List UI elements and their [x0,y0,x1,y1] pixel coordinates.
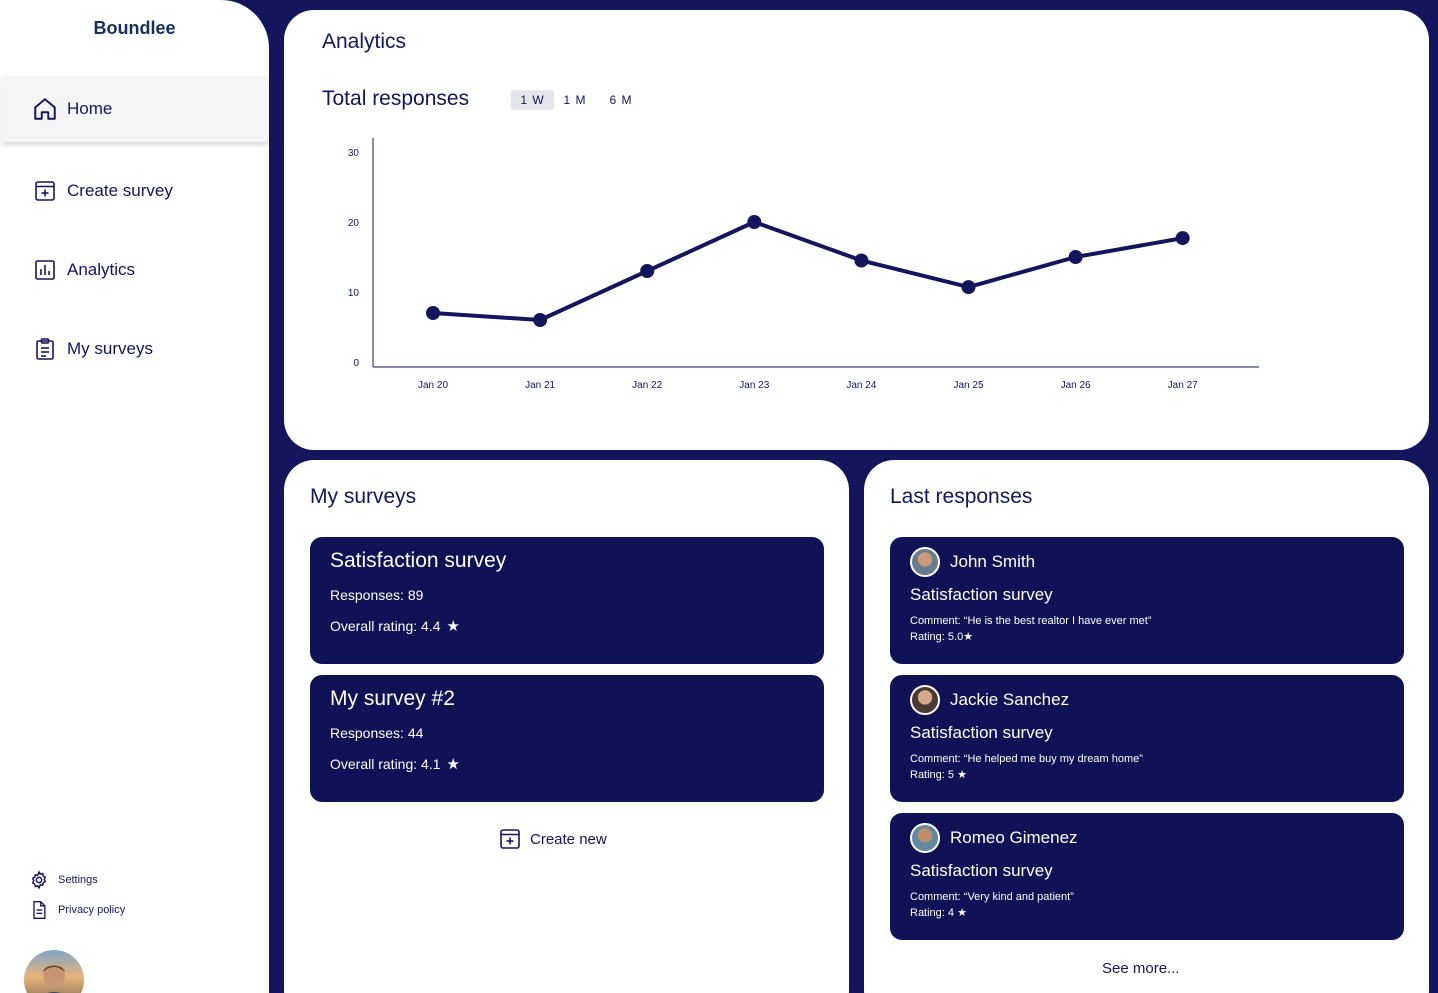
survey-item[interactable]: Satisfaction survey Responses: 89 Overal… [310,537,824,664]
x-tick-label: Jan 25 [953,380,983,391]
create-survey-icon [32,178,58,204]
survey-responses: Responses: 89 [330,587,424,603]
x-tick-label: Jan 20 [418,380,448,391]
see-more-link[interactable]: See more... [1102,960,1180,977]
response-comment: Comment: “He is the best realtor I have … [910,615,1152,627]
range-6m-button[interactable]: 6 M [609,93,633,107]
data-point [533,313,548,327]
my-surveys-title: My surveys [310,485,417,508]
data-point [640,264,655,278]
respondent-name: John Smith [950,552,1036,571]
survey-rating: Overall rating: 4.1 [330,756,441,772]
settings-link[interactable]: Settings [28,869,98,891]
nav-item-my-surveys[interactable]: My surveys [2,316,268,382]
nav-item-home[interactable]: Home [2,76,268,142]
response-comment: Comment: “He helped me buy my dream home… [910,753,1143,765]
privacy-policy-link[interactable]: Privacy policy [28,899,125,921]
response-rating: Rating: 4 [910,907,955,919]
response-item[interactable]: John Smith Satisfaction survey Comment: … [890,537,1404,664]
line-chart: 0 10 20 30 Jan 20 Jan 21 Jan 22 Jan 23 Jan 24 Jan… [348,138,1259,391]
survey-rating: Overall rating: 4.4 [330,618,441,634]
last-responses-title: Last responses [890,485,1033,508]
nav-label-create-survey: Create survey [67,181,173,200]
nav-label-home: Home [67,99,113,118]
document-icon [28,899,50,921]
last-responses-card: Last responses John Smith Satisfaction s… [864,460,1429,993]
response-comment: Comment: “Very kind and patient” [910,891,1074,903]
gear-icon [28,869,50,891]
x-tick-label: Jan 22 [632,380,662,391]
avatar [910,685,940,715]
survey-item[interactable]: My survey #2 Responses: 44 Overall ratin… [310,675,824,802]
nav-item-create-survey[interactable]: Create survey [2,158,268,224]
y-tick-label: 10 [348,288,360,299]
survey-name: Satisfaction survey [330,549,507,572]
avatar [910,823,940,853]
data-point [1175,231,1190,246]
create-new-button[interactable]: Create new [498,827,607,851]
y-tick-label: 0 [353,358,359,369]
analytics-card: Analytics Total responses 1 W 1 M 6 M 0 1… [284,10,1429,450]
response-item[interactable]: Jackie Sanchez Satisfaction survey Comme… [890,675,1404,802]
respondent-name: Jackie Sanchez [950,690,1070,709]
home-icon [32,96,58,122]
avatar [910,547,940,577]
star-icon: ★ [446,618,460,635]
nav-label-my-surveys: My surveys [67,339,153,358]
response-survey: Satisfaction survey [910,585,1053,604]
range-1w-button[interactable]: 1 W [511,90,554,110]
settings-label: Settings [58,874,98,886]
data-point [426,306,440,320]
chart-title: Total responses [322,87,470,110]
data-point [961,280,976,295]
brand-logo[interactable]: Boundlee [93,18,176,38]
sidebar: Boundlee Home Create survey Analytics My… [0,0,269,993]
x-tick-label: Jan 27 [1168,380,1198,391]
create-survey-icon [498,827,522,851]
x-tick-label: Jan 21 [525,380,555,391]
star-icon: ★ [963,631,974,643]
privacy-label: Privacy policy [58,904,126,916]
analytics-title: Analytics [322,30,407,53]
star-icon: ★ [446,756,460,773]
x-tick-label: Jan 26 [1061,380,1091,391]
response-survey: Satisfaction survey [910,861,1053,880]
response-rating: Rating: 5.0 [910,631,964,643]
data-point [1068,250,1083,264]
data-point [854,253,869,268]
create-new-label: Create new [530,830,607,848]
clipboard-icon [32,336,58,362]
response-survey: Satisfaction survey [910,723,1053,742]
series-line [432,220,1184,322]
my-surveys-card: My surveys Satisfaction survey Responses… [284,460,849,993]
nav-item-analytics[interactable]: Analytics [2,237,268,303]
response-rating: Rating: 5 [910,769,955,781]
respondent-name: Romeo Gimenez [950,828,1078,847]
star-icon: ★ [957,769,967,781]
star-icon: ★ [957,907,967,919]
analytics-icon [32,257,58,283]
survey-name: My survey #2 [330,687,455,710]
survey-responses: Responses: 44 [330,725,424,741]
user-avatar[interactable] [24,950,84,993]
x-tick-label: Jan 24 [846,380,876,391]
y-tick-label: 20 [348,218,360,229]
x-tick-label: Jan 23 [739,380,769,391]
nav-label-analytics: Analytics [67,260,136,279]
data-point [747,215,762,229]
response-item[interactable]: Romeo Gimenez Satisfaction survey Commen… [890,813,1404,940]
range-1m-button[interactable]: 1 M [563,93,587,107]
y-tick-label: 30 [348,148,360,159]
